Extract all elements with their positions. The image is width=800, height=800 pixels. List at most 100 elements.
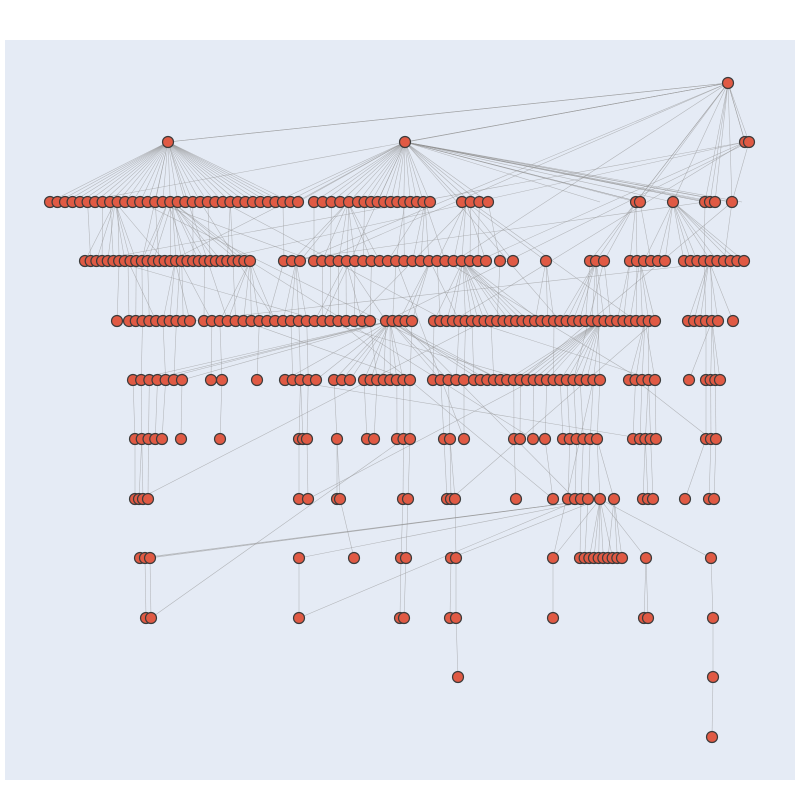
graph-edge xyxy=(249,260,252,322)
graph-edge xyxy=(109,201,114,262)
graph-edge xyxy=(167,141,231,203)
graph-edge xyxy=(710,557,714,619)
graph-edge xyxy=(462,260,492,322)
graph-edge xyxy=(723,201,733,262)
graph-edge xyxy=(450,498,601,559)
graph-edge xyxy=(141,438,144,500)
graph-node xyxy=(215,373,229,387)
graph-edge xyxy=(207,201,211,262)
graph-edge xyxy=(597,320,601,381)
graph-edge xyxy=(387,201,426,262)
graph-edge xyxy=(336,438,341,500)
graph-edge xyxy=(87,201,91,262)
graph-edge xyxy=(477,141,746,262)
graph-edge xyxy=(171,201,182,262)
graph-edge xyxy=(544,438,554,500)
graph-edge xyxy=(57,141,169,203)
graph-node xyxy=(725,195,739,209)
graph-edge xyxy=(645,438,649,500)
graph-node xyxy=(546,611,560,625)
graph-node xyxy=(397,611,411,625)
graph-node xyxy=(590,432,604,446)
graph-edge xyxy=(315,320,391,381)
graph-edge xyxy=(589,379,594,440)
graph-edge xyxy=(613,498,618,559)
graph-edge xyxy=(552,379,594,559)
graph-edge xyxy=(138,320,485,500)
graph-edge xyxy=(140,379,143,440)
graph-edge xyxy=(49,141,169,203)
graph-edge xyxy=(167,141,284,203)
graph-edge xyxy=(715,379,717,440)
graph-node xyxy=(174,432,188,446)
graph-edge xyxy=(589,498,601,559)
graph-edge xyxy=(399,557,402,619)
graph-edge xyxy=(424,201,430,262)
graph-edge xyxy=(455,617,459,678)
graph-edge xyxy=(440,379,445,440)
graph-node xyxy=(451,670,465,684)
graph-node xyxy=(506,254,520,268)
node-layer xyxy=(43,76,756,744)
graph-node xyxy=(639,551,653,565)
graph-edge xyxy=(219,379,223,440)
plot-area xyxy=(5,40,795,780)
graph-edge xyxy=(471,320,656,381)
graph-node xyxy=(401,492,415,506)
graph-edge xyxy=(546,320,601,381)
graph-node xyxy=(509,492,523,506)
graph-edge xyxy=(714,82,729,203)
graph-edge xyxy=(64,141,169,203)
graph-edge xyxy=(345,260,387,322)
graph-node xyxy=(593,492,607,506)
graph-node xyxy=(399,551,413,565)
graph-edge xyxy=(226,201,231,262)
graph-node xyxy=(141,492,155,506)
graph-node xyxy=(666,195,680,209)
graph-node xyxy=(705,730,719,744)
graph-edge xyxy=(322,141,406,322)
graph-edge xyxy=(370,320,391,381)
graph-edge xyxy=(454,498,457,559)
graph-edge xyxy=(708,438,712,500)
graph-edge xyxy=(167,141,209,203)
graph-edge xyxy=(616,260,631,322)
graph-node xyxy=(704,551,718,565)
graph-edge xyxy=(150,438,404,619)
graph-edge xyxy=(672,201,685,262)
graph-node xyxy=(546,492,560,506)
graph-edge xyxy=(167,201,188,262)
graph-edge xyxy=(644,320,656,381)
graph-edge xyxy=(127,260,130,322)
graph-edge xyxy=(534,260,547,322)
graph-edge xyxy=(432,320,435,381)
graph-edge xyxy=(107,201,116,262)
graph-node xyxy=(546,551,560,565)
graph-node xyxy=(449,551,463,565)
graph-edge xyxy=(641,320,646,381)
graph-edge xyxy=(167,141,186,203)
graph-edge xyxy=(219,320,223,381)
graph-edge xyxy=(593,498,601,559)
graph-edge xyxy=(162,260,176,322)
graph-node xyxy=(347,551,361,565)
graph-edge xyxy=(389,320,488,381)
graph-edge xyxy=(405,498,409,559)
graph-edge xyxy=(574,438,577,500)
graph-edge xyxy=(639,260,656,322)
graph-edge xyxy=(567,438,571,500)
graph-node xyxy=(742,135,756,149)
graph-edge xyxy=(462,260,504,322)
graph-edge xyxy=(496,260,501,322)
graph-edge xyxy=(298,498,582,619)
graph-node xyxy=(708,195,722,209)
graph-edge xyxy=(154,379,158,440)
graph-edge xyxy=(171,201,200,262)
graph-edge xyxy=(149,557,152,619)
graph-edge xyxy=(338,201,349,262)
graph-edge xyxy=(710,320,713,381)
graph-node xyxy=(526,432,540,446)
graph-edge xyxy=(102,141,169,203)
graph-edge xyxy=(298,320,301,381)
graph-edge xyxy=(693,260,710,322)
